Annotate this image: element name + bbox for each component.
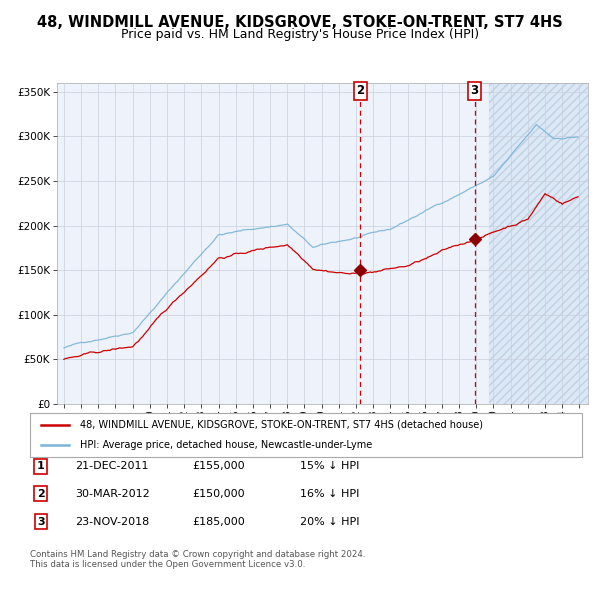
Text: 15% ↓ HPI: 15% ↓ HPI bbox=[300, 461, 359, 471]
Text: 2: 2 bbox=[356, 84, 364, 97]
Text: Price paid vs. HM Land Registry's House Price Index (HPI): Price paid vs. HM Land Registry's House … bbox=[121, 28, 479, 41]
Text: 3: 3 bbox=[37, 517, 44, 526]
Text: £155,000: £155,000 bbox=[192, 461, 245, 471]
Text: 16% ↓ HPI: 16% ↓ HPI bbox=[300, 489, 359, 499]
Bar bbox=[489, 83, 588, 404]
Text: HPI: Average price, detached house, Newcastle-under-Lyme: HPI: Average price, detached house, Newc… bbox=[80, 440, 372, 450]
Text: Contains HM Land Registry data © Crown copyright and database right 2024.: Contains HM Land Registry data © Crown c… bbox=[30, 550, 365, 559]
Text: £150,000: £150,000 bbox=[192, 489, 245, 499]
Text: 48, WINDMILL AVENUE, KIDSGROVE, STOKE-ON-TRENT, ST7 4HS: 48, WINDMILL AVENUE, KIDSGROVE, STOKE-ON… bbox=[37, 15, 563, 30]
Text: 20% ↓ HPI: 20% ↓ HPI bbox=[300, 517, 359, 526]
Text: 2: 2 bbox=[37, 489, 44, 499]
Text: 1: 1 bbox=[37, 461, 44, 471]
Bar bbox=[489, 83, 588, 404]
Text: 23-NOV-2018: 23-NOV-2018 bbox=[75, 517, 149, 526]
Text: 30-MAR-2012: 30-MAR-2012 bbox=[75, 489, 150, 499]
Text: £185,000: £185,000 bbox=[192, 517, 245, 526]
Text: 21-DEC-2011: 21-DEC-2011 bbox=[75, 461, 149, 471]
Text: 48, WINDMILL AVENUE, KIDSGROVE, STOKE-ON-TRENT, ST7 4HS (detached house): 48, WINDMILL AVENUE, KIDSGROVE, STOKE-ON… bbox=[80, 420, 482, 430]
Text: This data is licensed under the Open Government Licence v3.0.: This data is licensed under the Open Gov… bbox=[30, 560, 305, 569]
Text: 3: 3 bbox=[470, 84, 479, 97]
